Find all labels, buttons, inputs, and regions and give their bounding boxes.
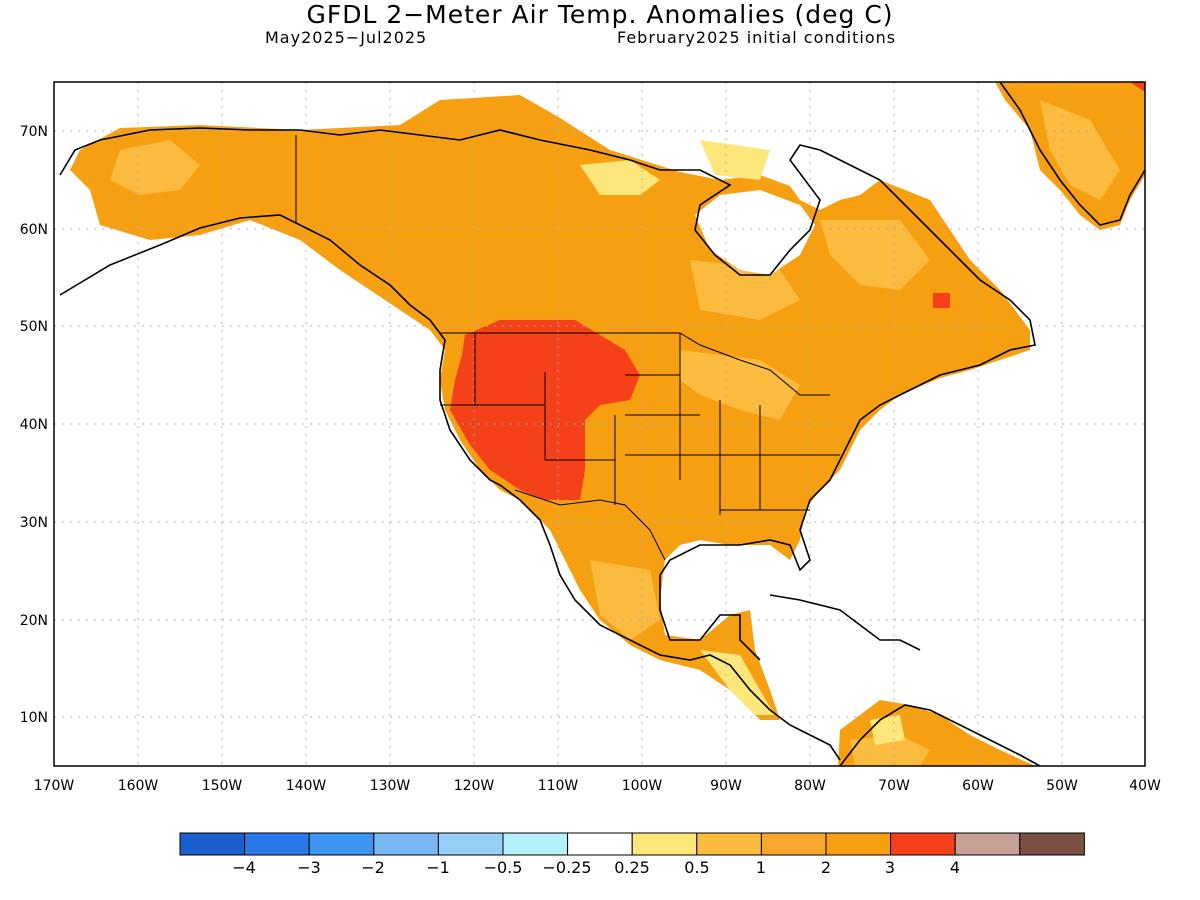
lon-tick-label: 140W bbox=[286, 778, 327, 794]
colorbar-label: 3 bbox=[885, 858, 895, 877]
colorbar-swatch bbox=[244, 832, 310, 856]
colorbar-swatch bbox=[954, 832, 1021, 856]
lon-tick-label: 90W bbox=[710, 778, 742, 794]
arctic-near-zero-area bbox=[640, 110, 760, 140]
colorbar-label: 2 bbox=[821, 858, 831, 877]
lon-tick-label: 70W bbox=[878, 778, 910, 794]
light-orange-patch bbox=[850, 735, 930, 766]
lon-tick-label: 130W bbox=[370, 778, 411, 794]
lon-tick-label: 100W bbox=[622, 778, 663, 794]
lat-tick-label: 70N bbox=[20, 124, 48, 140]
colorbar-swatch bbox=[502, 832, 569, 856]
colorbar-swatch bbox=[1019, 832, 1085, 856]
lon-tick-label: 150W bbox=[202, 778, 243, 794]
colorbar-label: −2 bbox=[361, 858, 385, 877]
lat-tick-label: 20N bbox=[20, 613, 48, 629]
colorbar-swatch bbox=[437, 832, 504, 856]
initial-conditions: February2025 initial conditions bbox=[617, 28, 897, 47]
political-borders bbox=[295, 135, 840, 561]
light-yellow-patch bbox=[700, 650, 775, 715]
red-anomaly-spot bbox=[1130, 82, 1145, 92]
colorbar-label: 1 bbox=[756, 858, 766, 877]
colorbar-label: −1 bbox=[426, 858, 450, 877]
colorbar-labels: −4 −3 −2 −1 −0.5 −0.25 0.25 0.5 1 2 3 4 bbox=[232, 858, 960, 877]
light-yellow-patch bbox=[580, 160, 660, 195]
light-yellow-patch bbox=[700, 140, 770, 180]
colorbar-label: −0.5 bbox=[484, 858, 523, 877]
lon-tick-labels: 170W 160W 150W 140W 130W 120W 110W 100W … bbox=[34, 778, 1161, 794]
colorbar-swatch bbox=[179, 832, 246, 856]
map-title: GFDL 2−Meter Air Temp. Anomalies (deg C) bbox=[306, 0, 894, 29]
lon-tick-label: 50W bbox=[1046, 778, 1078, 794]
light-orange-patch bbox=[690, 260, 800, 320]
colorbar-swatch bbox=[308, 832, 375, 856]
lon-tick-label: 60W bbox=[962, 778, 994, 794]
lat-tick-label: 30N bbox=[20, 515, 48, 531]
light-orange-patch bbox=[1040, 100, 1120, 200]
lon-tick-label: 110W bbox=[538, 778, 579, 794]
lon-tick-label: 40W bbox=[1129, 778, 1161, 794]
lat-lon-grid bbox=[54, 82, 1145, 766]
light-orange-patch bbox=[820, 220, 930, 290]
lat-tick-label: 10N bbox=[20, 710, 48, 726]
colorbar-swatch bbox=[825, 832, 892, 856]
colorbar-label: −3 bbox=[297, 858, 321, 877]
colorbar-label: −0.25 bbox=[542, 858, 591, 877]
colorbar-swatch bbox=[373, 832, 439, 856]
colorbar-label: −4 bbox=[232, 858, 256, 877]
colorbar-swatch bbox=[567, 832, 633, 856]
red-anomaly-spot bbox=[933, 293, 950, 308]
light-yellow-patch bbox=[870, 715, 905, 745]
lon-tick-label: 120W bbox=[454, 778, 495, 794]
lat-tick-label: 40N bbox=[20, 417, 48, 433]
coastlines bbox=[59, 82, 1145, 766]
colorbar-label: 0.25 bbox=[614, 858, 650, 877]
gulf-of-mexico bbox=[665, 545, 790, 610]
colorbar-label: 0.5 bbox=[684, 858, 709, 877]
lon-tick-label: 80W bbox=[794, 778, 826, 794]
lat-tick-labels: 70N 60N 50N 40N 30N 20N 10N bbox=[20, 124, 48, 726]
light-orange-patch bbox=[680, 350, 800, 420]
light-orange-patch bbox=[110, 140, 200, 195]
lat-tick-label: 50N bbox=[20, 319, 48, 335]
colorbar-label: 4 bbox=[950, 858, 960, 877]
colorbar bbox=[179, 832, 1085, 856]
lon-tick-label: 170W bbox=[34, 778, 75, 794]
map-frame bbox=[53, 81, 1146, 767]
colorbar-swatch bbox=[760, 832, 827, 856]
lon-tick-label: 160W bbox=[118, 778, 159, 794]
colorbar-swatch bbox=[631, 832, 698, 856]
colorbar-swatch bbox=[890, 832, 956, 856]
hudson-bay-area bbox=[695, 190, 815, 275]
forecast-period: May2025−Jul2025 bbox=[265, 28, 428, 47]
colorbar-swatch bbox=[696, 832, 762, 856]
lat-tick-label: 60N bbox=[20, 222, 48, 238]
